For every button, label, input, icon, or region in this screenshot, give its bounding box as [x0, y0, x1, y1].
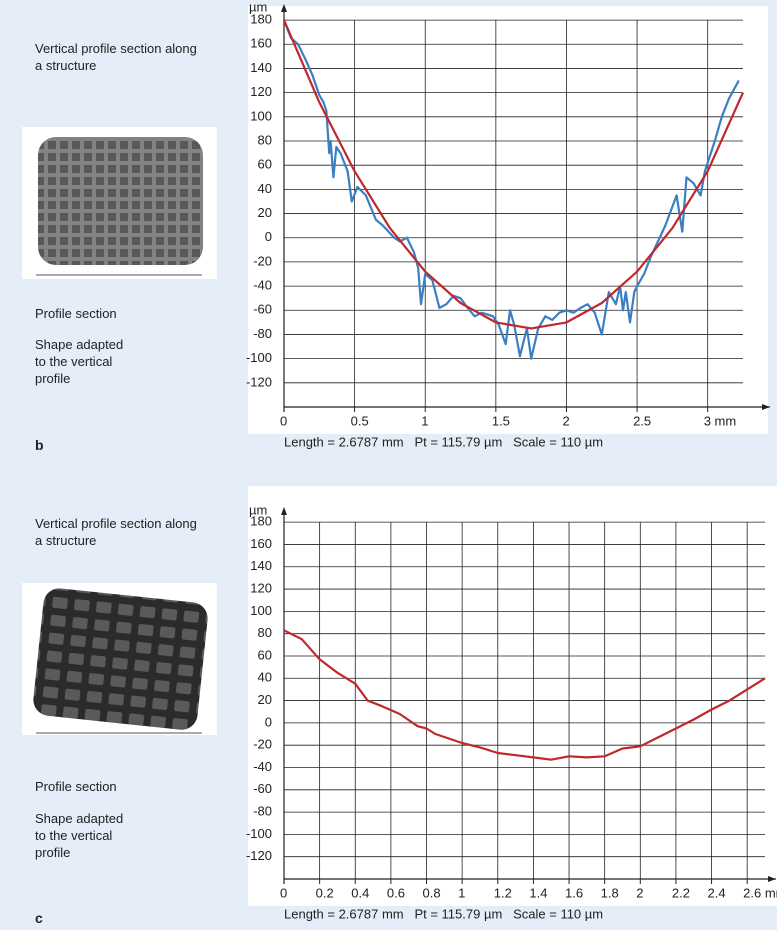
y-tick-label: -120 — [246, 848, 272, 863]
y-tick-label: 40 — [258, 181, 272, 196]
x-tick-label: 3 mm — [704, 413, 737, 428]
y-tick-label: 20 — [258, 205, 272, 220]
x-tick-label: 0.4 — [351, 885, 369, 900]
x-tick-label: 1 — [458, 885, 465, 900]
y-tick-label: -100 — [246, 826, 272, 841]
x-tick-label: 2 — [562, 413, 569, 428]
y-tick-label: 160 — [250, 536, 272, 551]
y-unit: µm — [249, 502, 267, 517]
shape-label: Shape adapted to the vertical profile — [35, 810, 135, 861]
x-tick-label: 2.4 — [708, 885, 726, 900]
y-tick-label: 60 — [258, 157, 272, 172]
x-tick-label: 1.8 — [601, 885, 619, 900]
x-tick-label: 0.5 — [351, 413, 369, 428]
y-tick-label: 140 — [250, 60, 272, 75]
description: Vertical profile section along a structu… — [35, 40, 205, 74]
plot-panel — [248, 486, 777, 906]
y-tick-label: 0 — [265, 229, 272, 244]
description: Vertical profile section along a structu… — [35, 515, 205, 549]
y-tick-label: -60 — [253, 781, 272, 796]
y-tick-label: -40 — [253, 278, 272, 293]
shape-label: Shape adapted to the vertical profile — [35, 336, 135, 387]
x-tick-label: 2.6 mm — [743, 885, 777, 900]
y-tick-label: 100 — [250, 108, 272, 123]
y-tick-label: 60 — [258, 647, 272, 662]
profile-label: Profile section — [35, 305, 205, 322]
panel-label: c — [35, 910, 43, 926]
y-tick-label: -20 — [253, 253, 272, 268]
y-tick-label: 160 — [250, 36, 272, 51]
x-tick-label: 2 — [636, 885, 643, 900]
footer: Length = 2.6787 mm Pt = 115.79 µm Scale … — [284, 906, 603, 921]
x-tick-label: 2.2 — [672, 885, 690, 900]
x-tick-label: 1.4 — [529, 885, 547, 900]
x-tick-label: 1.5 — [492, 413, 510, 428]
footer: Length = 2.6787 mm Pt = 115.79 µm Scale … — [284, 434, 603, 449]
y-tick-label: -100 — [246, 350, 272, 365]
x-tick-label: 0 — [280, 413, 287, 428]
y-tick-label: -60 — [253, 302, 272, 317]
y-tick-label: 0 — [265, 714, 272, 729]
y-tick-label: 120 — [250, 580, 272, 595]
y-tick-label: -80 — [253, 804, 272, 819]
y-tick-label: 140 — [250, 558, 272, 573]
y-tick-label: -80 — [253, 326, 272, 341]
y-tick-label: -40 — [253, 759, 272, 774]
x-tick-label: 1.2 — [494, 885, 512, 900]
x-tick-label: 0 — [280, 885, 287, 900]
specimen-image — [22, 583, 217, 735]
x-tick-label: 1.6 — [565, 885, 583, 900]
x-tick-label: 2.5 — [633, 413, 651, 428]
y-tick-label: 40 — [258, 670, 272, 685]
x-tick-label: 0.2 — [316, 885, 334, 900]
x-tick-label: 0.6 — [387, 885, 405, 900]
y-tick-label: 100 — [250, 603, 272, 618]
y-tick-label: 120 — [250, 84, 272, 99]
panel-label: b — [35, 437, 44, 453]
y-tick-label: -20 — [253, 737, 272, 752]
y-unit: µm — [249, 0, 267, 14]
profile-label: Profile section — [35, 778, 205, 795]
y-tick-label: 20 — [258, 692, 272, 707]
y-tick-label: -120 — [246, 374, 272, 389]
y-tick-label: 80 — [258, 625, 272, 640]
x-tick-label: 0.8 — [423, 885, 441, 900]
y-tick-label: 80 — [258, 132, 272, 147]
page: -120-100-80-60-40-2002040608010012014016… — [0, 0, 777, 930]
specimen-image — [22, 127, 217, 279]
plot-panel — [248, 6, 768, 434]
x-tick-label: 1 — [421, 413, 428, 428]
